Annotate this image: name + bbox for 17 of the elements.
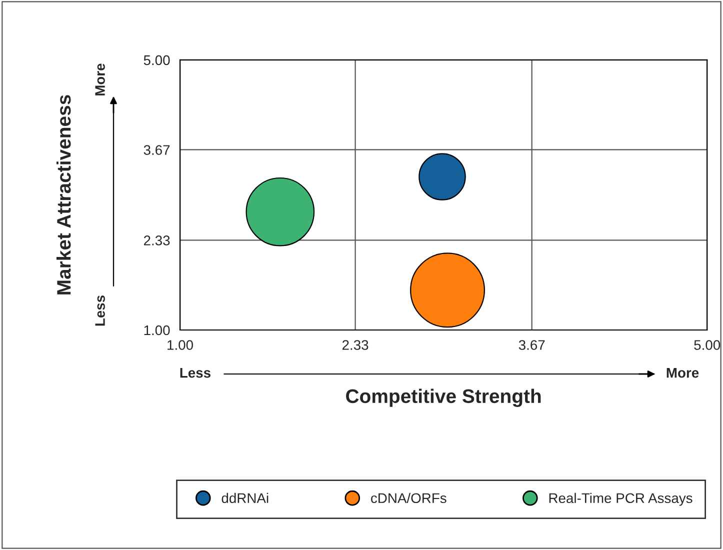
text: More [666, 368, 699, 378]
x-tick-label: 3.67 [518, 340, 545, 350]
x-tick-label: 1.00 [168, 340, 193, 350]
text: Less [180, 368, 210, 378]
legend-label: Real-Time PCR Assays [549, 492, 692, 506]
y-tick-label: 2.33 [144, 236, 170, 246]
y-tick-label: 1.00 [144, 325, 170, 336]
y-axis-title: Market Attractiveness [56, 95, 71, 294]
text: More [95, 64, 105, 96]
legend-label: cDNA/ORFs [371, 492, 446, 504]
y-tick-label: 5.00 [144, 55, 170, 66]
text: Less [95, 295, 105, 326]
y-tick-label: 3.67 [144, 145, 170, 155]
legend-label: ddRNAi [222, 492, 268, 504]
x-axis-title: Competitive Strength [346, 388, 541, 407]
x-tick-label: 2.33 [342, 340, 368, 350]
x-tick-label: 5.00 [694, 340, 720, 350]
